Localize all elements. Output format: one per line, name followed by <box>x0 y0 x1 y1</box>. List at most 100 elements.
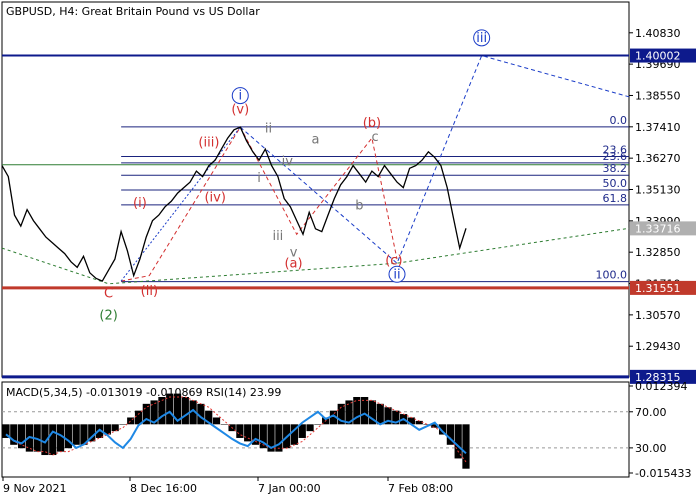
wave-2-trendline <box>1 227 630 285</box>
wave-labels-layer: C(2)(i)(ii)(iii)(iv)(v)iiiiiiiivv(a)ab(b… <box>99 29 491 324</box>
macd-bar-9 <box>72 424 80 445</box>
macd-bar-58 <box>454 424 462 459</box>
macd-bar-21 <box>166 393 174 425</box>
macd-bar-57 <box>446 424 455 445</box>
wave-label-10: iii <box>272 229 283 244</box>
wave-label-17: c <box>371 130 378 145</box>
macd-bar-23 <box>181 397 189 425</box>
price-badge-bg-2 <box>630 280 696 295</box>
wave-label-8: ii <box>265 122 272 137</box>
y-tick-label-2: 1.38550 <box>635 89 681 102</box>
macd-bar-34 <box>267 424 275 452</box>
macd-bar-43 <box>337 403 345 425</box>
macd-bar-50 <box>392 410 400 425</box>
x-tick-label-0: 9 Nov 2021 <box>3 482 66 495</box>
y-tick-label-5: 1.35130 <box>635 184 681 197</box>
macd-bar-26 <box>205 410 213 425</box>
wave-label-16: (b) <box>363 116 381 131</box>
y-tick-label-4: 1.36270 <box>635 152 681 165</box>
wave-label-12: v <box>290 245 298 260</box>
price-badge-2: 1.31551 <box>635 282 681 295</box>
macd-bar-5 <box>41 424 49 456</box>
ind-tick-label-2: 30.00 <box>635 442 667 455</box>
macd-bar-42 <box>329 410 338 425</box>
macd-bar-11 <box>88 424 96 442</box>
price-line <box>1 126 467 282</box>
macd-bar-14 <box>111 424 119 432</box>
wave-label-6: (v) <box>231 102 249 117</box>
wave-label-13: (a) <box>284 256 302 271</box>
wave-label-2: (i) <box>133 196 147 211</box>
macd-bar-27 <box>212 417 221 425</box>
macd-bar-53 <box>415 420 423 425</box>
indicator-panel-frame <box>1 381 630 478</box>
fib-label-1: 23.6 <box>603 144 628 157</box>
macd-bar-40 <box>314 424 322 425</box>
macd-bar-16 <box>127 417 135 425</box>
wave-label-7: i <box>238 89 242 104</box>
time-axis-layer: 9 Nov 2021 8 Dec 16:00 7 Jan 00:00 7 Feb 08… <box>2 477 453 495</box>
fib-label-3: 38.2 <box>603 162 628 175</box>
x-tick-label-1: 8 Dec 16:00 <box>130 482 197 495</box>
price-badge-0: 1.40002 <box>635 50 681 63</box>
wave-label-15: b <box>355 199 363 214</box>
macd-bar-49 <box>384 407 392 425</box>
macd-bar-31 <box>244 424 252 442</box>
price-series-layer <box>1 126 467 282</box>
y-tick-label-0: 1.40830 <box>635 27 681 40</box>
macd-bar-6 <box>49 424 57 456</box>
macd-bar-20 <box>158 397 166 425</box>
reference-lines-layer <box>2 54 629 379</box>
wave-label-19: (c) <box>385 254 402 269</box>
wave-label-5: (iv) <box>204 190 225 205</box>
macd-bar-25 <box>197 403 205 425</box>
macd-bar-24 <box>189 400 197 425</box>
price-badge-1: 1.33716 <box>635 222 681 235</box>
macd-bar-47 <box>368 400 377 425</box>
y-tick-label-3: 1.37410 <box>635 121 681 134</box>
wave-label-18: c <box>390 254 397 269</box>
macd-bar-13 <box>103 424 111 435</box>
wave-label-11: iv <box>282 155 294 170</box>
macd-bar-2 <box>17 424 26 449</box>
fib-label-6: 100.0 <box>596 269 628 282</box>
y-tick-label-10: 1.29430 <box>635 340 681 353</box>
macd-bar-28 <box>220 424 228 425</box>
macd-bar-19 <box>150 400 158 425</box>
price-badge-3: 1.28315 <box>635 371 681 384</box>
macd-bar-10 <box>80 424 88 445</box>
macd-bar-44 <box>345 400 353 425</box>
macd-bar-48 <box>376 403 384 425</box>
macd-bar-17 <box>134 410 143 425</box>
price-badges-layer: 1.40002 1.33716 1.31551 1.28315 <box>630 48 696 384</box>
wave-label-3: (ii) <box>141 284 158 299</box>
macd-bar-56 <box>438 424 447 435</box>
ind-tick-label-1: 70.00 <box>635 406 667 419</box>
wave-label-9: i <box>257 171 261 186</box>
macd-bar-18 <box>142 403 150 425</box>
price-badge-bg-1 <box>630 221 696 236</box>
wave-circle-20 <box>388 265 406 283</box>
macd-bar-1 <box>10 424 18 445</box>
wave-label-4: (iii) <box>198 135 219 150</box>
chart-title: GBPUSD, H4: Great Britain Pound vs US Do… <box>6 5 260 18</box>
wave-circle-21 <box>473 29 491 47</box>
macd-bar-33 <box>259 424 267 449</box>
fib-label-4: 50.0 <box>603 177 628 190</box>
wave-correction-red <box>239 126 398 260</box>
macd-bar-30 <box>236 424 244 438</box>
ind-tick-label-0: 0.012394 <box>635 380 688 393</box>
macd-bar-32 <box>251 424 260 445</box>
indicator-layer: 0.012394 70.00 30.00 -0.015433 <box>2 380 691 480</box>
fib-label-2: 23.6 <box>603 150 628 163</box>
macd-bar-8 <box>64 424 72 449</box>
wave-label-0: C <box>104 287 113 302</box>
fib-label-5: 61.8 <box>603 192 628 205</box>
price-badge-bg-3 <box>630 369 696 384</box>
macd-bar-54 <box>423 424 431 425</box>
macd-bar-0 <box>2 424 10 438</box>
wave-impulse-red <box>121 126 241 282</box>
macd-bar-38 <box>298 424 306 438</box>
macd-bar-46 <box>361 397 369 425</box>
